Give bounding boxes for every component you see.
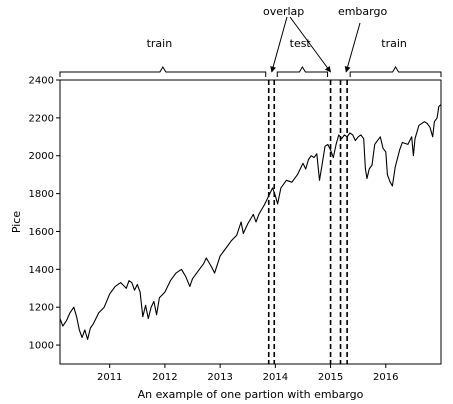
y-axis: 1000 1200 1400 1600 1800 2000 2200 2400 <box>29 76 60 352</box>
y-tick-label: 1200 <box>29 303 54 314</box>
y-tick-label: 2400 <box>29 76 54 87</box>
plot-area <box>59 79 442 365</box>
x-tick-label: 2014 <box>263 372 288 383</box>
y-tick-label: 2200 <box>29 113 54 124</box>
y-axis-label: Pice <box>10 211 23 233</box>
x-axis: 2011 2012 2013 2014 2015 2016 <box>97 364 399 383</box>
x-axis-label: An example of one partion with embargo <box>138 388 364 401</box>
split-lines <box>267 80 348 364</box>
y-tick-label: 2000 <box>29 151 54 162</box>
annotation-train: train <box>381 37 407 50</box>
annotation-overlap: overlap <box>263 5 304 18</box>
overlap-arrow-right <box>289 16 331 73</box>
x-tick-label: 2011 <box>97 372 122 383</box>
y-tick-label: 1000 <box>29 341 54 352</box>
x-tick-label: 2015 <box>318 372 343 383</box>
annotation-train: train <box>147 37 173 50</box>
x-tick-label: 2012 <box>152 372 177 383</box>
annotation-test: test <box>290 37 312 50</box>
price-line <box>59 104 442 340</box>
x-tick-label: 2013 <box>207 372 232 383</box>
annotation-embargo: embargo <box>338 5 388 18</box>
train-brace-right <box>349 66 442 77</box>
plot-frame <box>59 79 442 365</box>
x-tick-label: 2016 <box>373 372 398 383</box>
overlap-arrow-left <box>270 16 288 73</box>
y-tick-label: 1600 <box>29 227 54 238</box>
train-brace-left <box>59 66 267 77</box>
annotation-layer: train overlap test embargo train <box>59 5 442 77</box>
y-tick-label: 1800 <box>29 189 54 200</box>
series-layer <box>59 104 442 340</box>
embargo-arrow <box>344 22 361 73</box>
test-brace <box>276 66 329 77</box>
y-tick-label: 1400 <box>29 265 54 276</box>
